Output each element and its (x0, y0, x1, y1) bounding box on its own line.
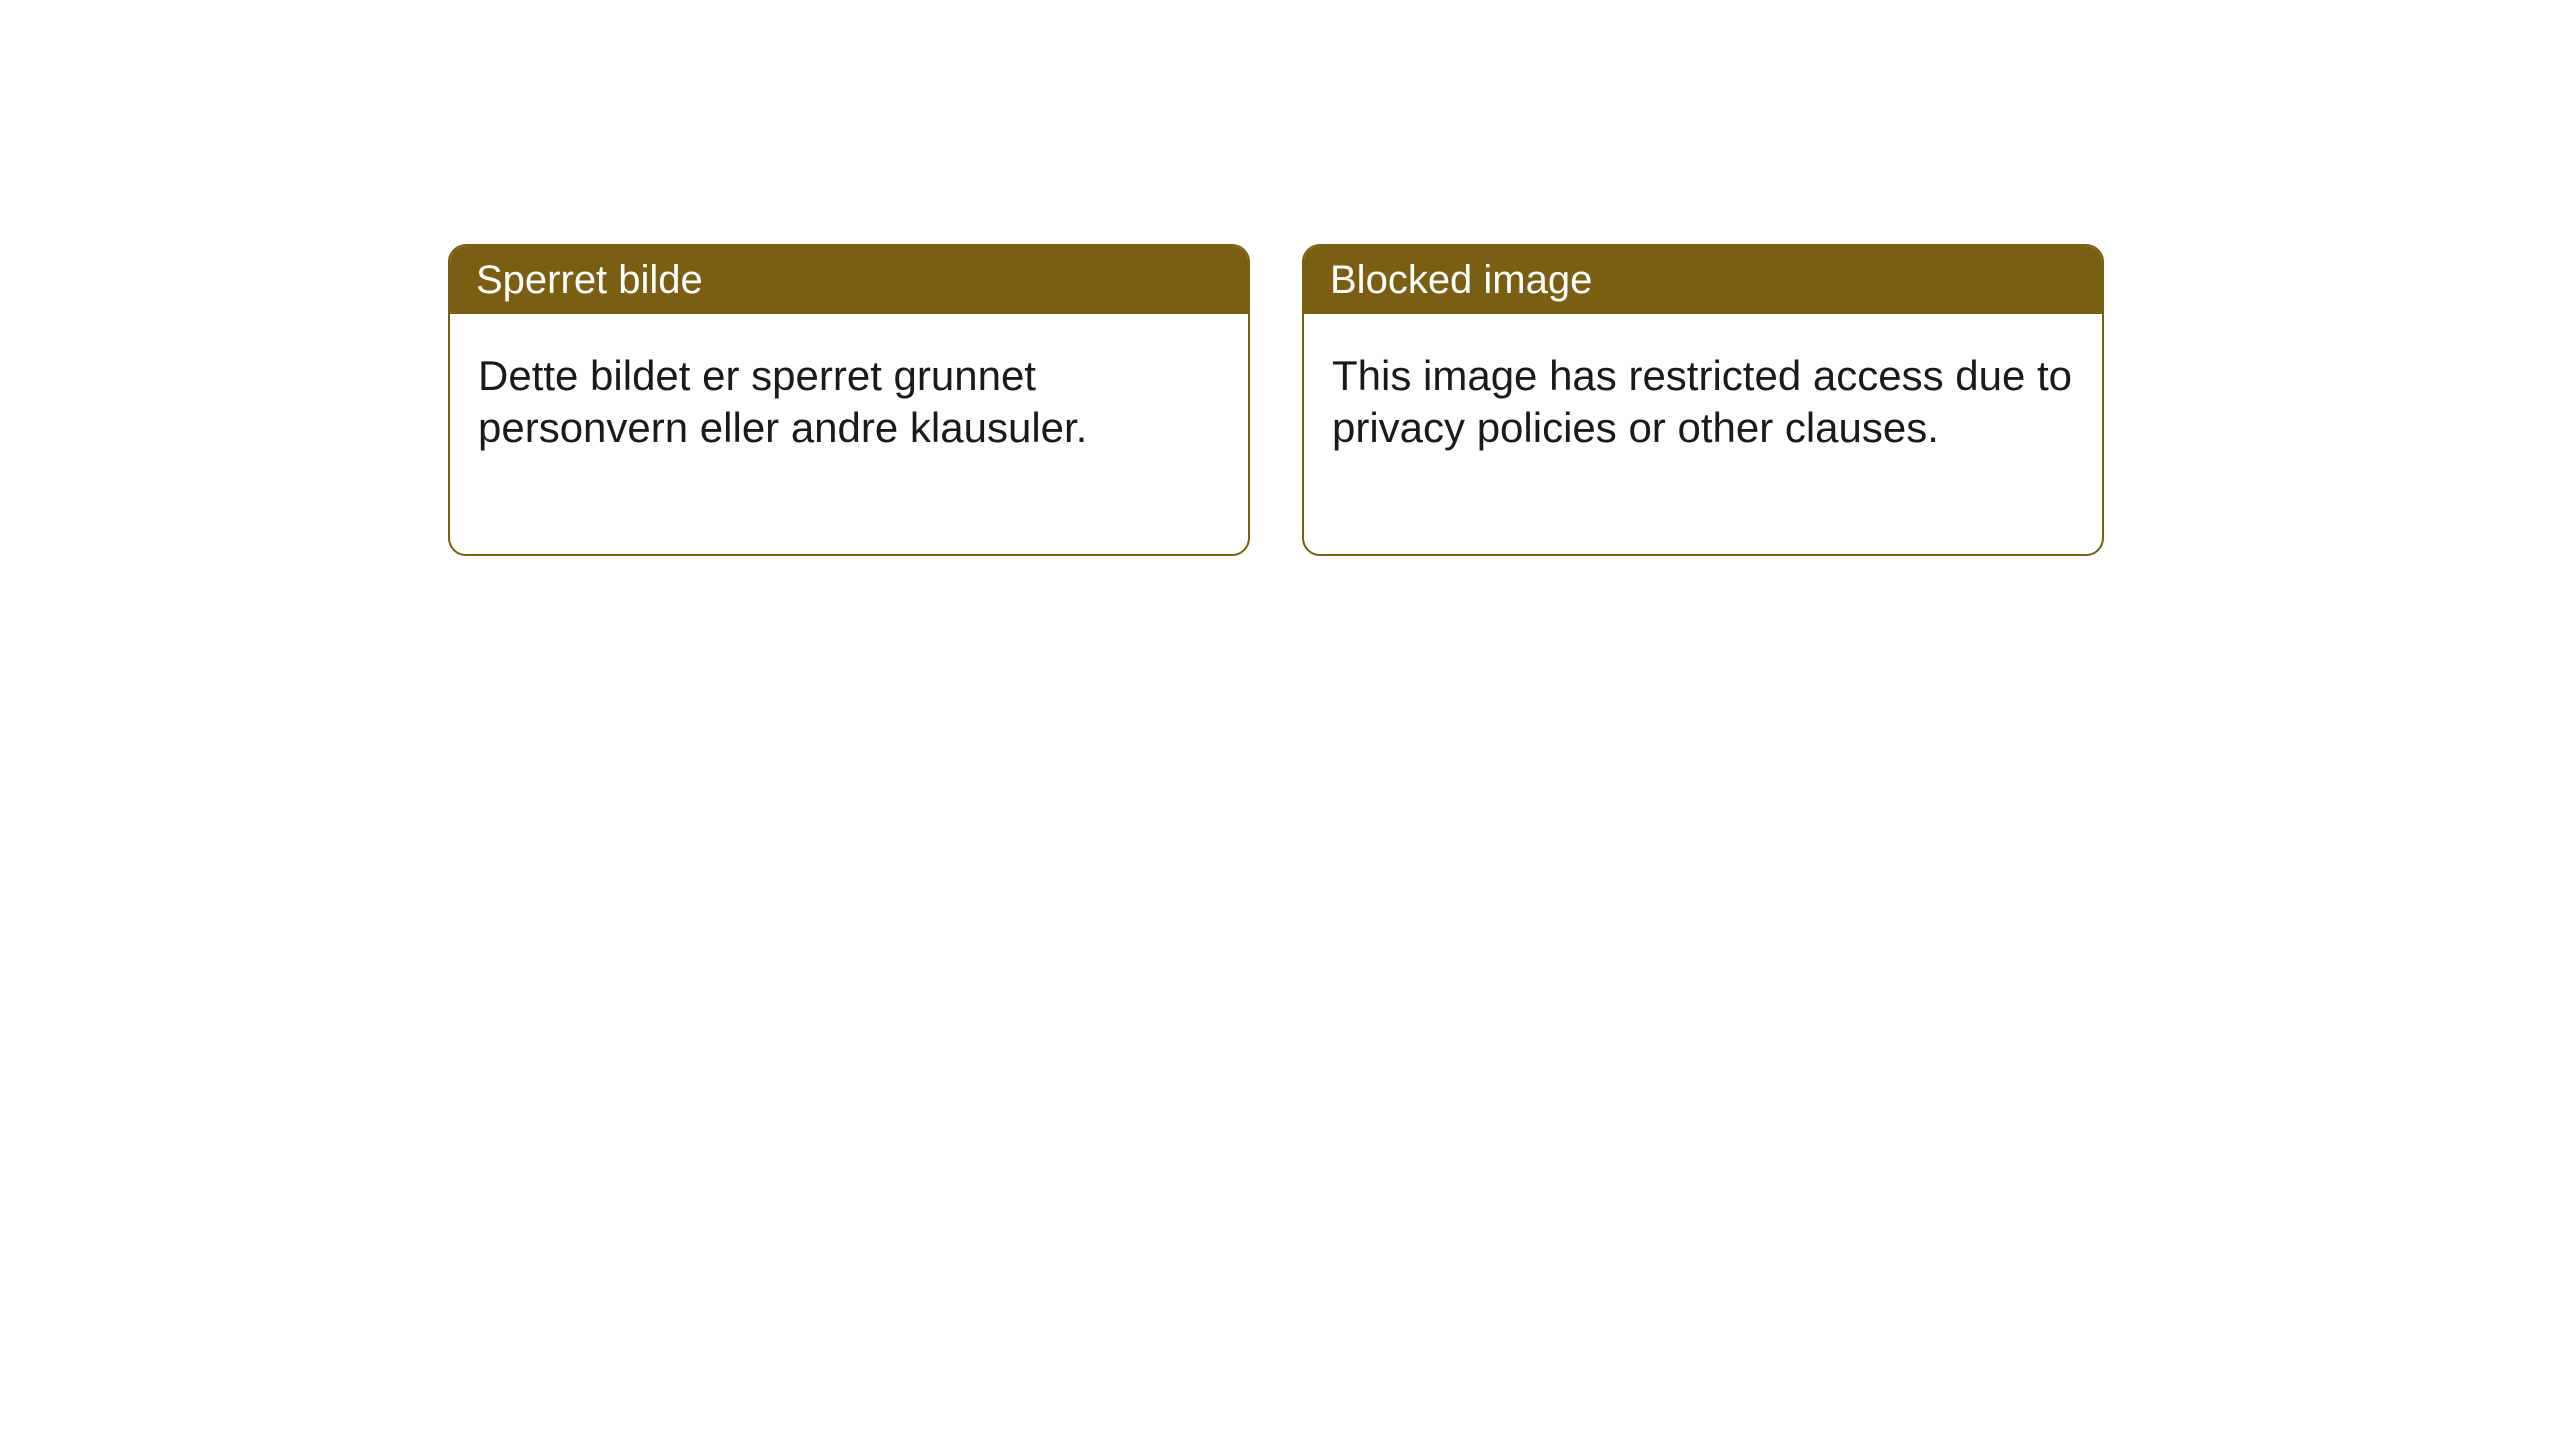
notice-title-en: Blocked image (1304, 246, 2102, 314)
notice-card-no: Sperret bilde Dette bildet er sperret gr… (448, 244, 1250, 556)
notice-title-no: Sperret bilde (450, 246, 1248, 314)
notice-card-en: Blocked image This image has restricted … (1302, 244, 2104, 556)
notice-body-en: This image has restricted access due to … (1304, 314, 2102, 554)
notice-body-no: Dette bildet er sperret grunnet personve… (450, 314, 1248, 554)
notice-container: Sperret bilde Dette bildet er sperret gr… (448, 244, 2104, 556)
